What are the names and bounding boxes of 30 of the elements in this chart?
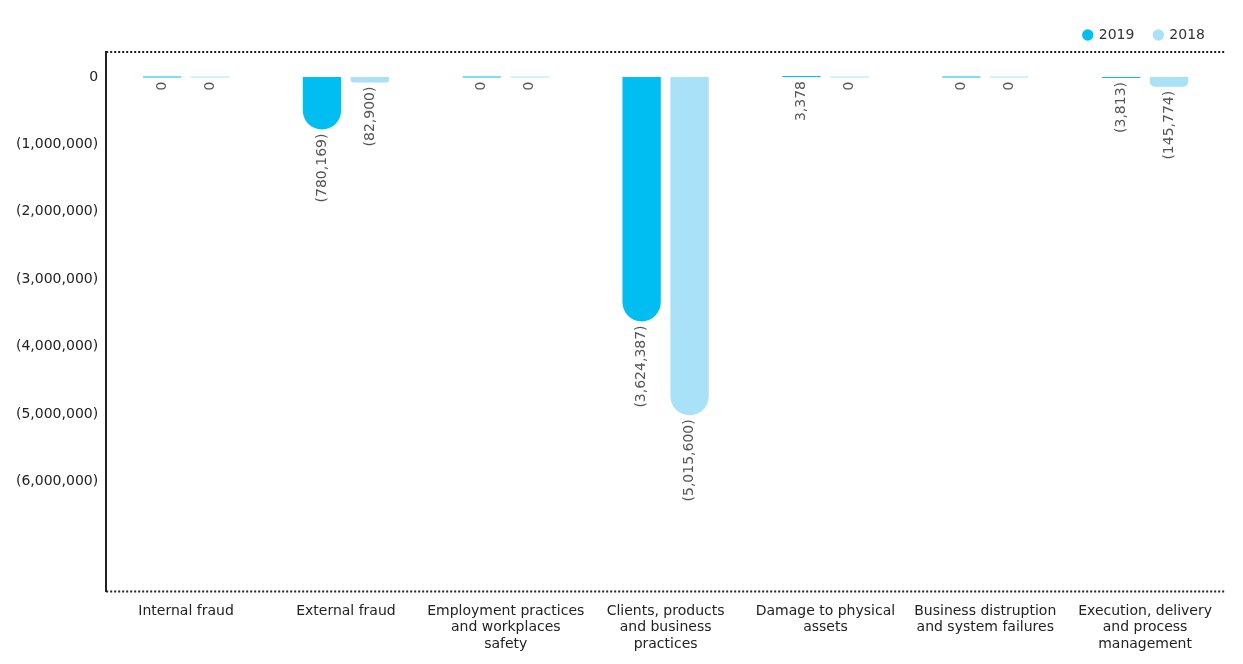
data-label: (145,774) bbox=[1159, 90, 1176, 160]
data-label: 0 bbox=[999, 81, 1016, 91]
y-tick-label: (2,000,000) bbox=[15, 202, 99, 219]
x-tick-label: Clients, products and business practices bbox=[606, 601, 725, 652]
x-tick-label: Business distruption and system failures bbox=[914, 601, 1057, 635]
x-tick-label: Execution, delivery and process management bbox=[1078, 601, 1212, 652]
data-label: 0 bbox=[472, 81, 489, 91]
legend-label: 2018 bbox=[1169, 25, 1206, 42]
y-tick-label: (3,000,000) bbox=[15, 269, 99, 286]
data-label: 3,378 bbox=[792, 80, 809, 122]
y-tick-label: (5,000,000) bbox=[15, 404, 99, 421]
y-tick-label: 0 bbox=[89, 67, 99, 84]
data-label: 0 bbox=[951, 81, 968, 91]
y-tick-label: (1,000,000) bbox=[15, 135, 99, 152]
data-label: 0 bbox=[200, 81, 217, 91]
x-tick-label: Employment practices and workplaces safety bbox=[427, 601, 585, 652]
data-label: 0 bbox=[520, 81, 537, 91]
data-label: (3,813) bbox=[1111, 81, 1128, 133]
legend-label: 2019 bbox=[1098, 25, 1135, 42]
data-label: 0 bbox=[840, 81, 857, 91]
y-tick-label: (4,000,000) bbox=[15, 337, 99, 354]
x-tick-label: Internal fraud bbox=[138, 601, 234, 618]
data-label: (780,169) bbox=[312, 133, 329, 203]
data-label: (5,015,600) bbox=[680, 419, 697, 502]
y-tick-label: (6,000,000) bbox=[15, 472, 99, 489]
x-tick-label: Damage to physical assets bbox=[755, 601, 896, 635]
data-label: (82,900) bbox=[360, 86, 377, 147]
x-tick-label: External fraud bbox=[296, 601, 396, 618]
data-label: (3,624,387) bbox=[632, 325, 649, 408]
data-label: 0 bbox=[152, 81, 169, 91]
